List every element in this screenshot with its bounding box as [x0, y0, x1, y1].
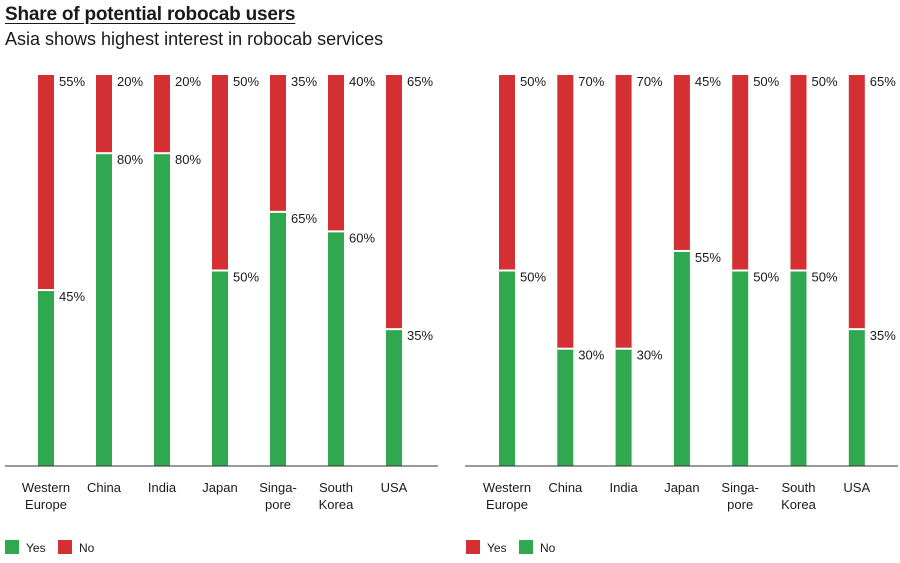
bar-no-2: [557, 75, 574, 349]
category-label-6: South Korea: [781, 480, 816, 512]
segment-divider-7: [848, 328, 865, 331]
category-label-7: USA: [381, 480, 408, 495]
segment-divider-6: [790, 269, 807, 272]
segment-divider-2: [96, 152, 112, 155]
segment-divider-6: [328, 230, 344, 233]
segment-divider-7: [386, 328, 402, 331]
data-label-yes-2: 80%: [117, 152, 143, 167]
legend-swatch-no: [519, 540, 533, 554]
bar-yes-3: [154, 153, 170, 466]
bar-yes-3: [615, 348, 632, 466]
category-label-1: Western Europe: [22, 480, 70, 512]
legend-label-no: No: [79, 541, 95, 555]
data-label-no-6: 50%: [812, 74, 838, 89]
data-label-yes-3: 80%: [175, 152, 201, 167]
bar-no-5: [732, 75, 749, 271]
bar-no-6: [790, 75, 807, 271]
data-label-no-4: 45%: [695, 74, 721, 89]
category-label-5: Singa-pore: [721, 480, 759, 512]
chart-panel-2: 50% 50% Western Europe 30% 70% China 30% 70% Indi…: [465, 74, 898, 555]
bar-no-5: [270, 75, 286, 212]
category-label-2: China: [548, 480, 583, 495]
segment-divider-5: [732, 269, 749, 272]
category-label-2: China: [87, 480, 122, 495]
bar-no-2: [96, 75, 112, 154]
segment-divider-1: [499, 269, 515, 272]
segment-divider-3: [615, 347, 632, 350]
bar-yes-7: [386, 329, 402, 466]
bar-yes-5: [732, 270, 749, 466]
segment-divider-4: [212, 269, 228, 272]
category-label-4: Japan: [202, 480, 237, 495]
data-label-yes-3: 30%: [637, 348, 663, 363]
data-label-yes-1: 50%: [520, 270, 546, 285]
bar-no-7: [848, 75, 865, 330]
category-label-4: Japan: [664, 480, 699, 495]
bar-no-4: [212, 75, 228, 271]
category-label-3: India: [609, 480, 638, 495]
bar-yes-6: [328, 231, 344, 466]
segment-divider-3: [154, 152, 170, 155]
bar-no-3: [154, 75, 170, 154]
bar-no-1: [499, 75, 515, 271]
data-label-yes-5: 50%: [753, 270, 779, 285]
data-label-yes-5: 65%: [291, 211, 317, 226]
data-label-no-3: 70%: [637, 74, 663, 89]
chart-title: Share of potential robocab users: [5, 4, 296, 25]
data-label-no-5: 35%: [291, 74, 317, 89]
bar-no-7: [386, 75, 402, 330]
chart-panel-1: 45% 55% Western Europe 80% 20% China 80% 20% Indi…: [5, 74, 438, 555]
category-label-5: Singa-pore: [259, 480, 297, 512]
bar-yes-2: [557, 348, 574, 466]
bar-no-6: [328, 75, 344, 232]
bar-yes-6: [790, 270, 807, 466]
bar-yes-5: [270, 211, 286, 466]
data-label-yes-6: 50%: [812, 270, 838, 285]
data-label-yes-6: 60%: [349, 230, 375, 245]
bar-no-3: [615, 75, 632, 349]
data-label-no-7: 65%: [870, 74, 896, 89]
legend-swatch-no: [58, 540, 72, 554]
chart-subtitle: Asia shows highest interest in robocab s…: [5, 29, 384, 49]
bar-no-4: [673, 75, 690, 251]
data-label-yes-4: 50%: [233, 270, 259, 285]
data-label-yes-2: 30%: [578, 348, 604, 363]
bar-yes-4: [212, 270, 228, 466]
data-label-yes-7: 35%: [407, 328, 433, 343]
data-label-yes-4: 55%: [695, 250, 721, 265]
bar-yes-7: [848, 329, 865, 466]
category-label-7: USA: [843, 480, 870, 495]
data-label-no-4: 50%: [233, 74, 259, 89]
segment-divider-1: [38, 289, 54, 292]
data-label-yes-1: 45%: [59, 289, 85, 304]
data-label-no-3: 20%: [175, 74, 201, 89]
legend-swatch-yes: [5, 540, 19, 554]
data-label-no-7: 65%: [407, 74, 433, 89]
data-label-no-5: 50%: [753, 74, 779, 89]
data-label-no-1: 50%: [520, 74, 546, 89]
category-label-6: South Korea: [319, 480, 354, 512]
bar-yes-1: [499, 270, 515, 466]
legend-swatch-yes: [466, 540, 480, 554]
data-label-yes-7: 35%: [870, 328, 896, 343]
bar-yes-2: [96, 153, 112, 466]
data-label-no-6: 40%: [349, 74, 375, 89]
legend-label-yes: Yes: [26, 541, 46, 555]
segment-divider-2: [557, 347, 574, 350]
legend-label-yes: Yes: [487, 541, 507, 555]
bar-yes-4: [673, 250, 690, 466]
category-label-3: India: [148, 480, 177, 495]
data-label-no-1: 55%: [59, 74, 85, 89]
bar-yes-1: [38, 290, 54, 466]
segment-divider-4: [673, 249, 690, 252]
bar-no-1: [38, 75, 54, 291]
segment-divider-5: [270, 210, 286, 213]
legend-label-no: No: [540, 541, 556, 555]
data-label-no-2: 70%: [578, 74, 604, 89]
data-label-no-2: 20%: [117, 74, 143, 89]
category-label-1: Western Europe: [483, 480, 531, 512]
